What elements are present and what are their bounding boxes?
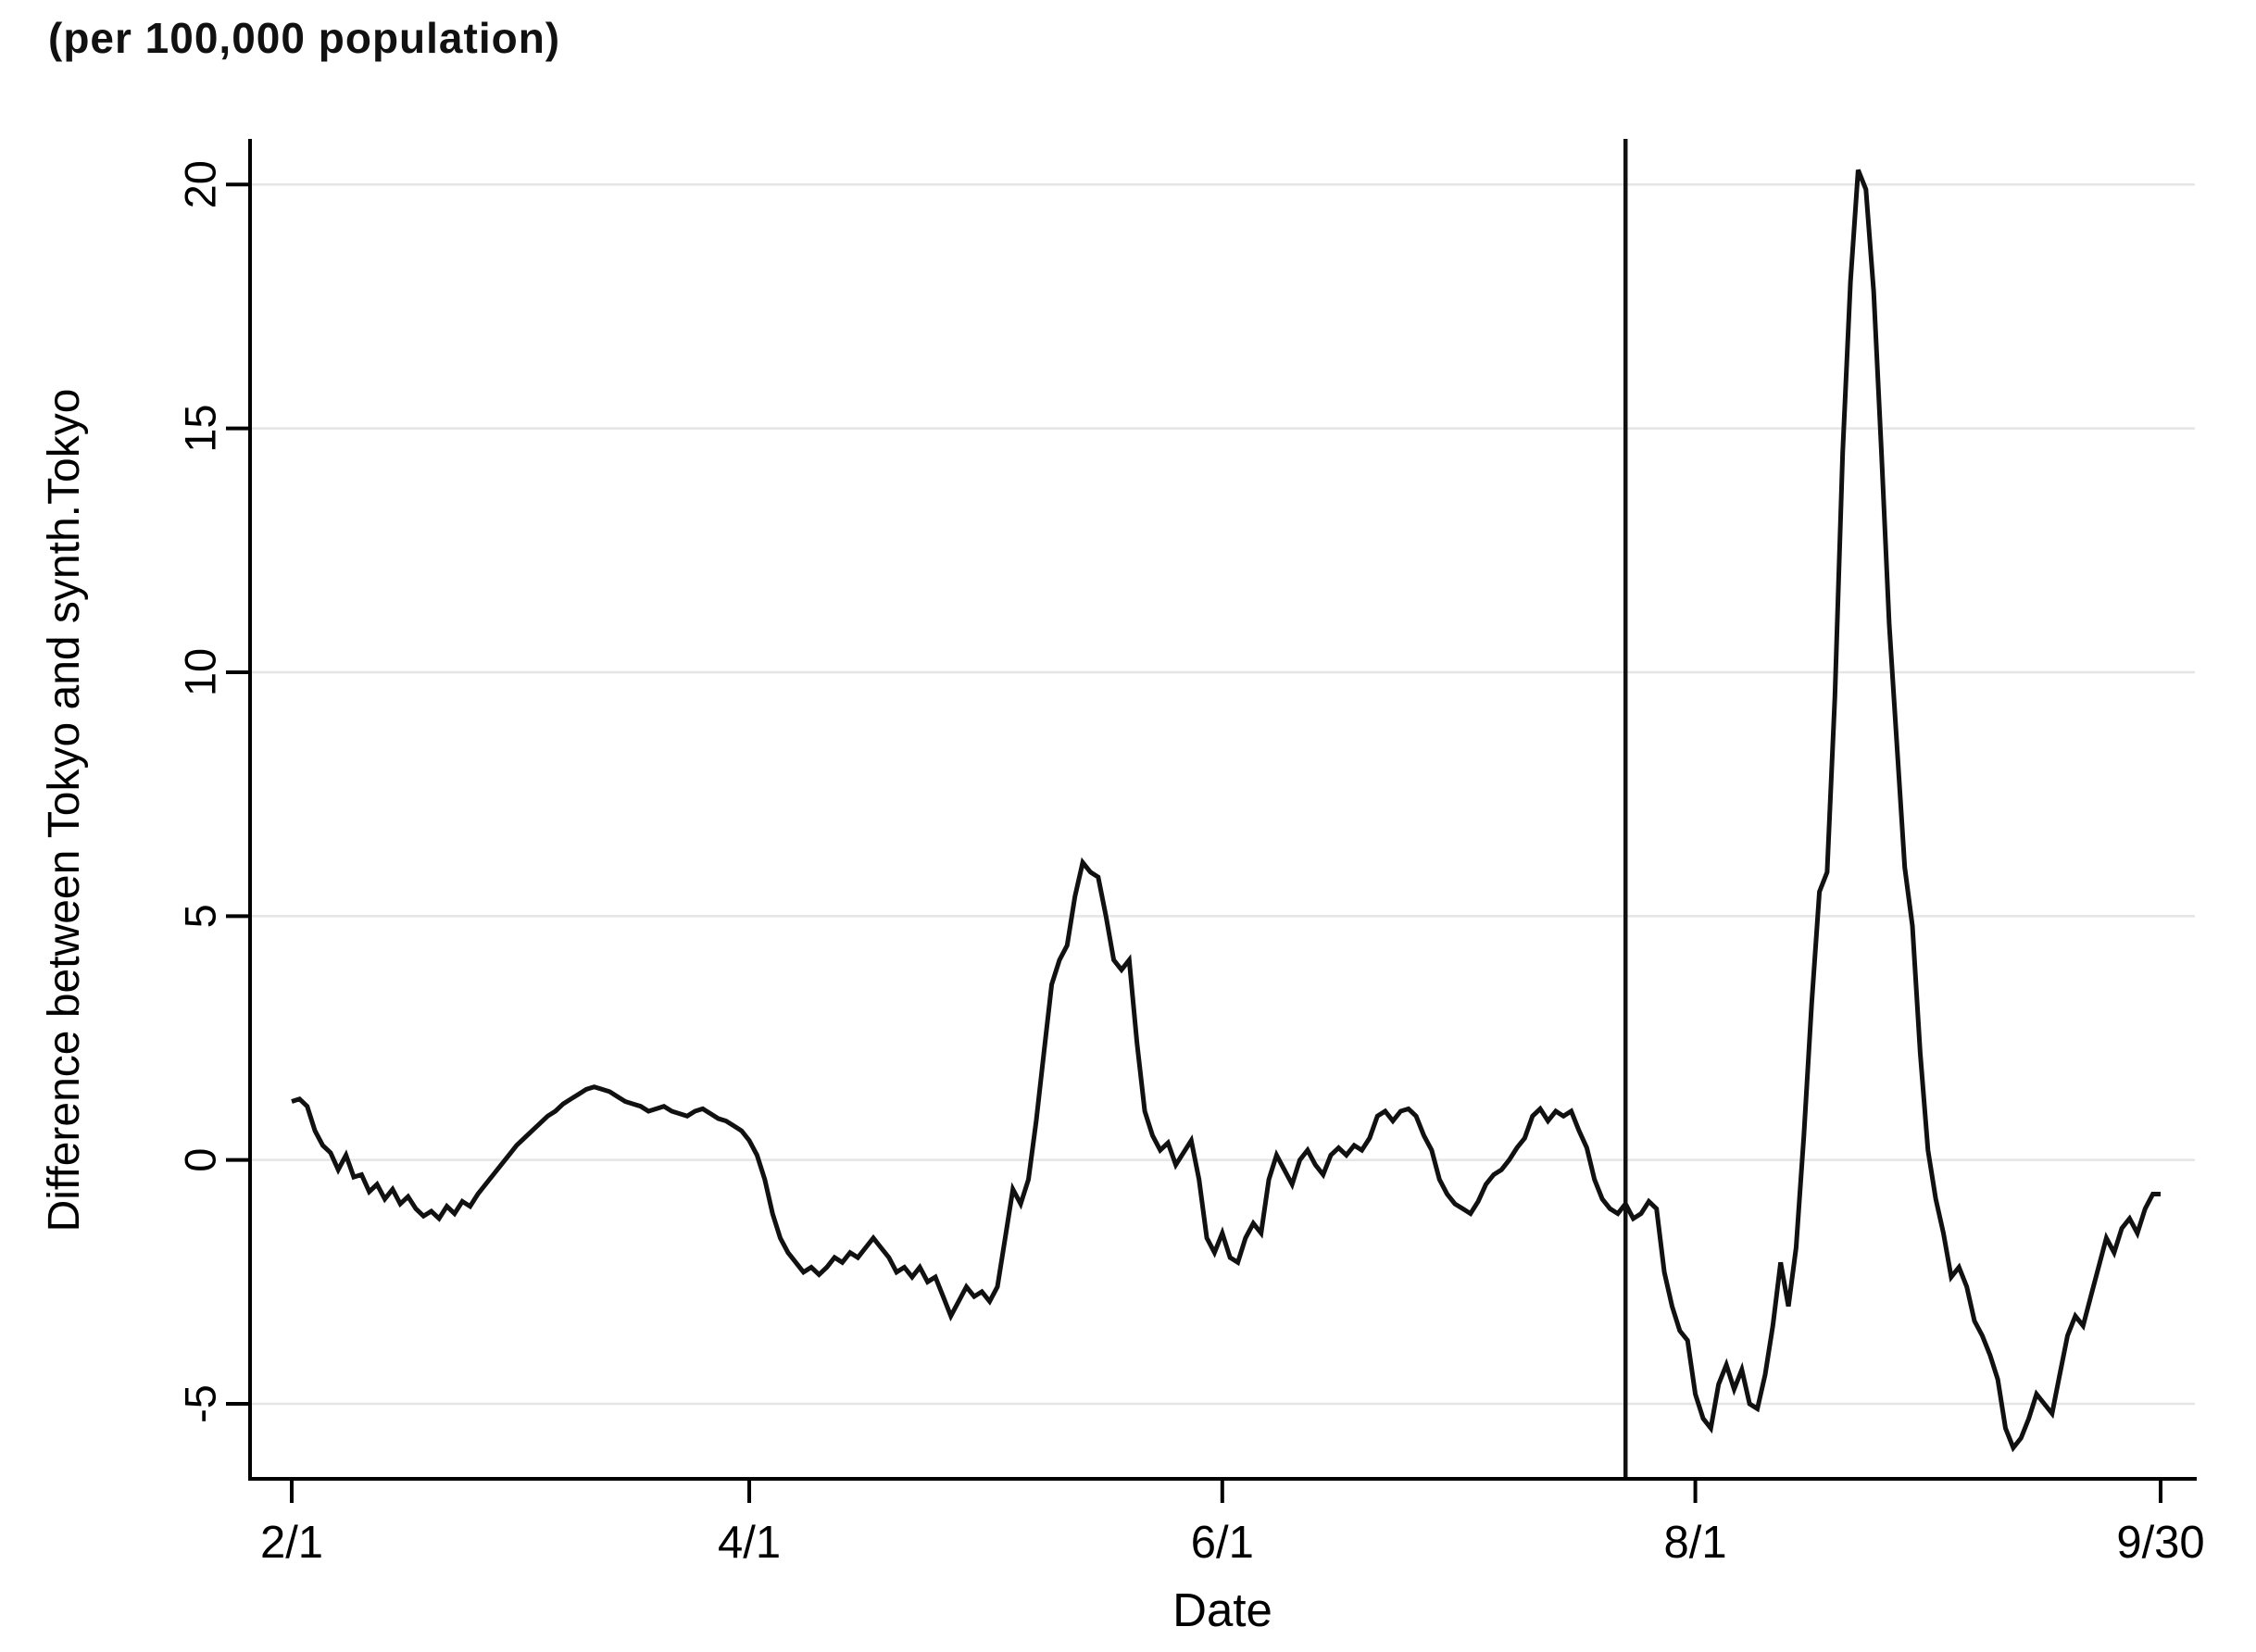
y-tick-label: -5 xyxy=(175,1384,224,1423)
y-tick-label: 0 xyxy=(175,1148,224,1172)
x-tick-label: 9/30 xyxy=(2116,1518,2204,1568)
unit-annotation: (per 100,000 population) xyxy=(48,14,561,62)
y-tick-label: 15 xyxy=(175,404,224,452)
y-tick-label: 5 xyxy=(175,904,224,928)
series-line xyxy=(291,169,2161,1453)
x-axis-ticks: 2/1 4/1 6/1 8/1 9/30 xyxy=(260,1479,2205,1568)
x-tick-label: 4/1 xyxy=(718,1518,781,1568)
gridlines xyxy=(250,183,2195,1406)
y-tick-label: 20 xyxy=(175,160,224,208)
x-axis-title: Date xyxy=(1172,1583,1272,1636)
x-tick-label: 6/1 xyxy=(1191,1518,1254,1568)
x-tick-label: 2/1 xyxy=(260,1518,323,1568)
y-axis-title: Difference between Tokyo and synth.Tokyo xyxy=(40,389,89,1233)
x-tick-label: 8/1 xyxy=(1664,1518,1727,1568)
y-tick-label: 10 xyxy=(175,648,224,696)
y-axis-ticks: -5 0 5 10 15 20 xyxy=(175,160,248,1423)
